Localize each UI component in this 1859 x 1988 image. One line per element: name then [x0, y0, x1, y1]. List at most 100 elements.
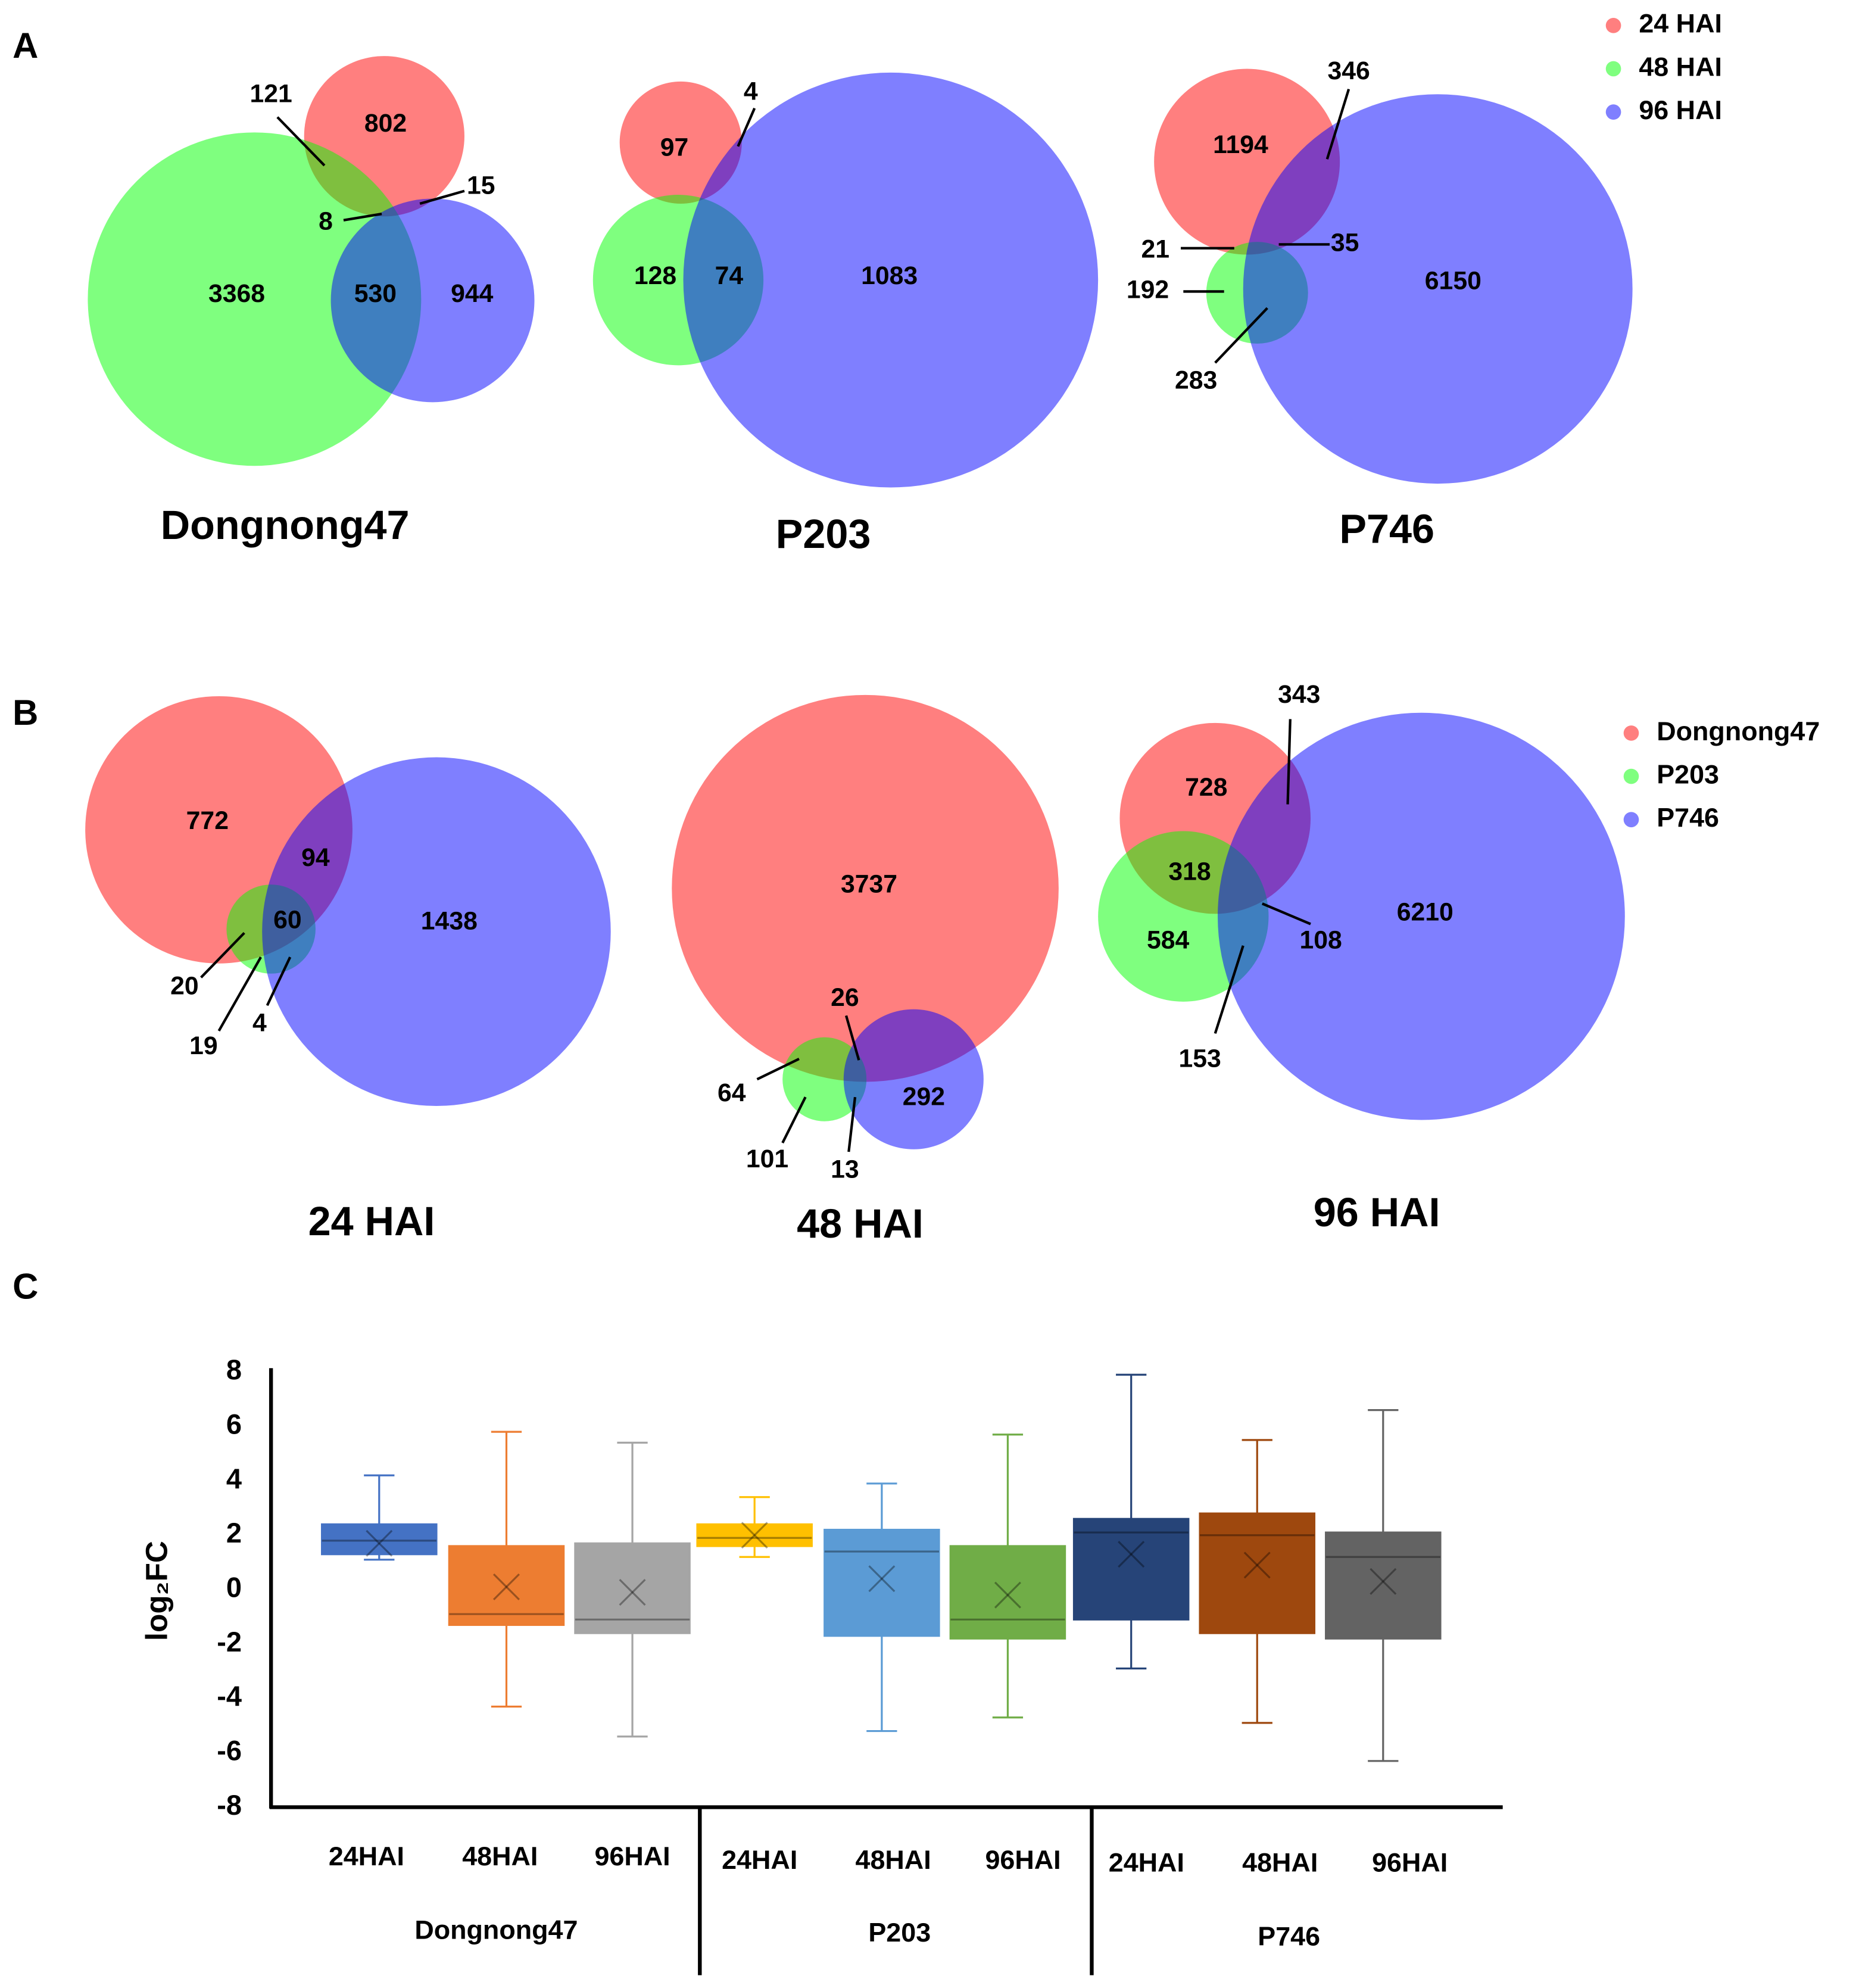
mean-marker: [366, 1529, 393, 1557]
legend-marker: [1605, 61, 1621, 77]
x-category-label: 96HAI: [1372, 1847, 1448, 1877]
venn-count-only-96: 6150: [1425, 267, 1481, 295]
mean-marker: [366, 1529, 393, 1557]
x-category-label: 24HAI: [722, 1844, 797, 1875]
mean-marker: [994, 1581, 1021, 1609]
leader-line: [1214, 945, 1244, 1034]
leader-line: [419, 189, 465, 205]
venn-count-d-p203: 318: [1168, 857, 1211, 886]
leader-line: [847, 1096, 857, 1152]
venn-count-p203-p746: 4: [252, 1009, 267, 1037]
box: [448, 1545, 565, 1626]
venn-count-d-p746: 26: [831, 983, 859, 1012]
venn-count-24-96: 4: [744, 77, 758, 105]
venn-count-only-48: 192: [1127, 276, 1169, 304]
venn-count-all: 108: [1299, 926, 1342, 955]
y-tick-label: -6: [217, 1735, 242, 1766]
y-tick-label: 6: [226, 1408, 242, 1439]
mean-marker: [1370, 1568, 1397, 1595]
venn-count-48-96: 530: [354, 279, 397, 308]
venn-count-d-p746: 94: [301, 843, 330, 872]
leader-line: [1325, 89, 1350, 160]
group-label: P203: [868, 1917, 931, 1948]
legend-label: P746: [1657, 802, 1719, 833]
mean-marker: [994, 1581, 1021, 1609]
leader-line: [756, 1058, 800, 1081]
venn-count-48-96: 74: [715, 261, 744, 290]
leader-line: [266, 956, 292, 1007]
venn-count-only-24: 802: [364, 109, 407, 138]
venn-count-d-p203: 20: [170, 972, 199, 1001]
venn-title: Dongnong47: [161, 503, 410, 548]
x-category-label: 96HAI: [985, 1844, 1060, 1875]
box: [824, 1528, 940, 1637]
leader-line: [1286, 719, 1292, 805]
legend-marker: [1623, 812, 1639, 828]
mean-marker: [1370, 1568, 1397, 1595]
box: [696, 1523, 813, 1547]
mean-marker: [1243, 1551, 1271, 1579]
mean-marker: [1243, 1551, 1271, 1579]
venn-count-only-24: 1194: [1213, 130, 1268, 159]
venn-circle-48-hai: [88, 132, 422, 466]
legend-marker: [1623, 768, 1639, 784]
venn-count-only-d: 728: [1185, 773, 1227, 802]
panel-label-a: A: [13, 26, 38, 66]
venn-count-24-48: 21: [1141, 235, 1170, 263]
mean-marker: [868, 1565, 896, 1593]
y-tick-label: 0: [226, 1571, 242, 1603]
venn-count-only-p746: 1438: [421, 907, 478, 936]
mean-marker: [619, 1579, 646, 1606]
leader-line: [276, 116, 326, 167]
venn-count-24-96: 15: [467, 171, 495, 200]
venn-title: 48 HAI: [797, 1201, 924, 1247]
leader-line: [343, 212, 382, 222]
y-tick-label: 8: [226, 1354, 242, 1385]
venn-count-only-d: 772: [186, 806, 229, 835]
x-category-label: 24HAI: [1109, 1847, 1184, 1877]
venn-count-48-96: 283: [1175, 366, 1217, 394]
venn-title: 96 HAI: [1314, 1190, 1440, 1235]
venn-count-only-p203: 19: [189, 1032, 218, 1060]
x-category-label: 24HAI: [329, 1841, 404, 1871]
venn-count-only-48: 128: [634, 261, 676, 290]
leader-line: [737, 107, 756, 147]
y-tick-label: 2: [226, 1517, 242, 1548]
leader-line: [200, 931, 245, 979]
venn-circle-p746: [843, 1009, 984, 1149]
legend-label: 96 HAI: [1639, 95, 1722, 125]
y-tick-label: -8: [217, 1789, 242, 1821]
legend-label: 48 HAI: [1639, 51, 1722, 82]
venn-count-24-96: 346: [1327, 57, 1370, 85]
venn-count-24-48: 121: [250, 80, 292, 108]
venn-count-p203-p746: 153: [1178, 1044, 1221, 1073]
venn-count-d-p746: 343: [1278, 680, 1320, 709]
venn-title: 24 HAI: [308, 1199, 435, 1244]
venn-count-all: 60: [273, 905, 302, 934]
box: [1199, 1512, 1316, 1634]
box: [321, 1523, 438, 1556]
venn-circle-96-hai: [1243, 94, 1633, 484]
mean-marker: [868, 1565, 896, 1593]
box: [1325, 1531, 1442, 1640]
leader-line: [781, 1096, 807, 1143]
box: [949, 1545, 1066, 1640]
legend-label: P203: [1657, 759, 1719, 789]
panel-label-b: B: [13, 693, 38, 733]
venn-title: P203: [776, 512, 871, 557]
mean-marker: [741, 1522, 768, 1549]
x-category-label: 48HAI: [856, 1844, 931, 1875]
y-tick-label: 4: [226, 1463, 242, 1494]
group-label: P746: [1258, 1921, 1320, 1951]
venn-count-all: 8: [319, 207, 333, 235]
venn-title: P746: [1339, 506, 1434, 551]
y-tick-label: -4: [217, 1680, 242, 1712]
leader-line: [1214, 307, 1268, 364]
legend-marker: [1605, 104, 1621, 120]
venn-count-only-24: 97: [660, 133, 689, 161]
x-category-label: 48HAI: [462, 1841, 538, 1871]
venn-circle-96-hai: [683, 72, 1099, 488]
venn-count-only-96: 944: [451, 279, 494, 308]
venn-circle-24-hai: [619, 81, 742, 204]
